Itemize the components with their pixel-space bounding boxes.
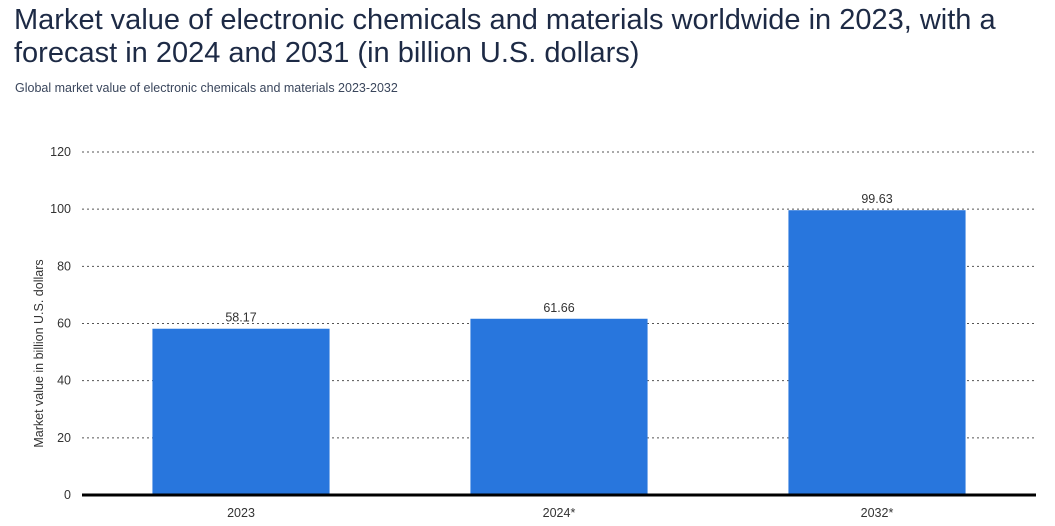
bar[interactable] xyxy=(152,328,330,495)
y-tick-label: 20 xyxy=(57,431,71,445)
bar-value-label: 58.17 xyxy=(225,311,256,325)
x-tick-label: 2024* xyxy=(543,506,576,520)
chart-subtitle: Global market value of electronic chemic… xyxy=(15,81,398,95)
y-tick-label: 80 xyxy=(57,259,71,273)
chart-title: Market value of electronic chemicals and… xyxy=(14,4,996,69)
data-labels: 58.17 61.66 99.63 xyxy=(225,192,892,325)
bar-value-label: 61.66 xyxy=(543,301,574,315)
y-axis-ticks: 0 20 40 60 80 100 120 xyxy=(50,145,71,502)
bar[interactable] xyxy=(470,318,648,495)
y-tick-label: 60 xyxy=(57,317,71,331)
bar-value-label: 99.63 xyxy=(861,192,892,206)
y-axis-label: Market value in billion U.S. dollars xyxy=(32,259,46,447)
y-tick-label: 120 xyxy=(50,145,71,159)
bar[interactable] xyxy=(788,210,966,495)
y-tick-label: 100 xyxy=(50,202,71,216)
y-tick-label: 40 xyxy=(57,374,71,388)
y-tick-label: 0 xyxy=(64,488,71,502)
x-tick-label: 2023 xyxy=(227,506,255,520)
x-axis-ticks: 2023 2024* 2032* xyxy=(227,506,893,520)
x-tick-label: 2032* xyxy=(861,506,894,520)
bars xyxy=(152,210,966,495)
